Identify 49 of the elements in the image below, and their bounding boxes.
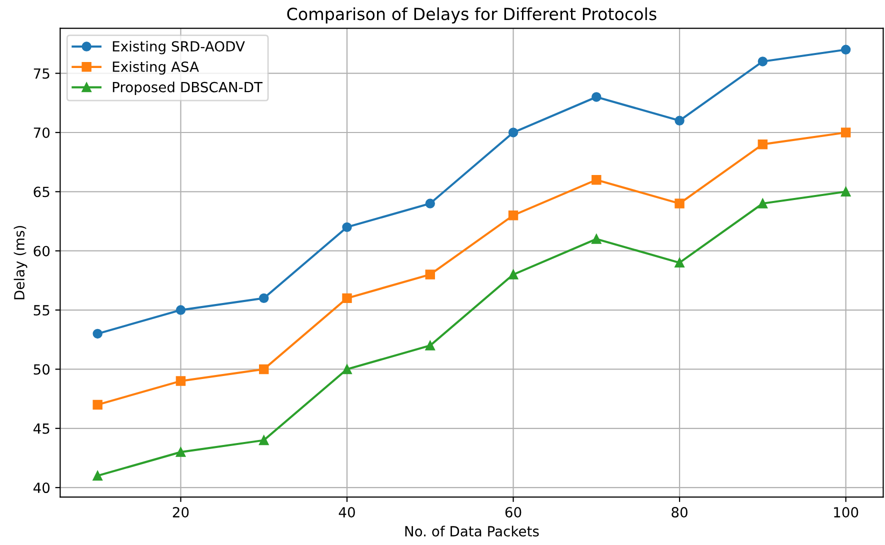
- point: [592, 92, 602, 102]
- x-tick-label: 80: [672, 507, 688, 518]
- legend-label: Proposed DBSCAN-DT: [112, 82, 263, 96]
- point: [508, 270, 518, 280]
- point: [342, 364, 352, 374]
- chart-title: Comparison of Delays for Different Protocols: [287, 7, 656, 24]
- y-axis-title: Delay (ms): [14, 226, 28, 300]
- y-tick-label: 75: [34, 68, 50, 79]
- point: [425, 340, 435, 350]
- legend-label: Existing ASA: [112, 61, 199, 75]
- y-tick-label: 45: [33, 424, 50, 434]
- point: [342, 293, 352, 304]
- point: [425, 270, 435, 280]
- y-tick-label: 55: [34, 305, 50, 316]
- point: [840, 44, 851, 55]
- legend-label: Existing SRD-AODV: [112, 40, 245, 54]
- point: [508, 210, 518, 220]
- point: [508, 128, 518, 138]
- y-tick-label: 60: [34, 246, 50, 256]
- x-tick-label: 40: [338, 507, 355, 518]
- point: [259, 364, 269, 374]
- x-tick-label: 20: [172, 507, 189, 518]
- point: [592, 174, 602, 185]
- y-tick-label: 65: [34, 186, 50, 198]
- x-tick-label: 100: [834, 507, 858, 518]
- y-tick-label: 40: [33, 482, 50, 494]
- point: [674, 198, 684, 208]
- point: [92, 470, 102, 481]
- point: [176, 376, 186, 386]
- point: [674, 258, 684, 268]
- point: [342, 222, 352, 232]
- point: [259, 435, 269, 446]
- point: [259, 293, 269, 304]
- point: [758, 198, 768, 208]
- point: [840, 186, 851, 197]
- point: [674, 116, 684, 126]
- point: [758, 56, 768, 66]
- point: [92, 328, 102, 339]
- point: [176, 305, 186, 315]
- point: [92, 400, 102, 410]
- point: [758, 139, 768, 150]
- x-axis-title: No. of Data Packets: [405, 526, 539, 537]
- x-tick-label: 60: [505, 507, 522, 518]
- y-tick-label: 50: [34, 364, 50, 375]
- point: [592, 234, 602, 244]
- y-tick-label: 70: [34, 127, 50, 138]
- point: [840, 128, 851, 138]
- point: [425, 198, 435, 208]
- point: [176, 447, 186, 457]
